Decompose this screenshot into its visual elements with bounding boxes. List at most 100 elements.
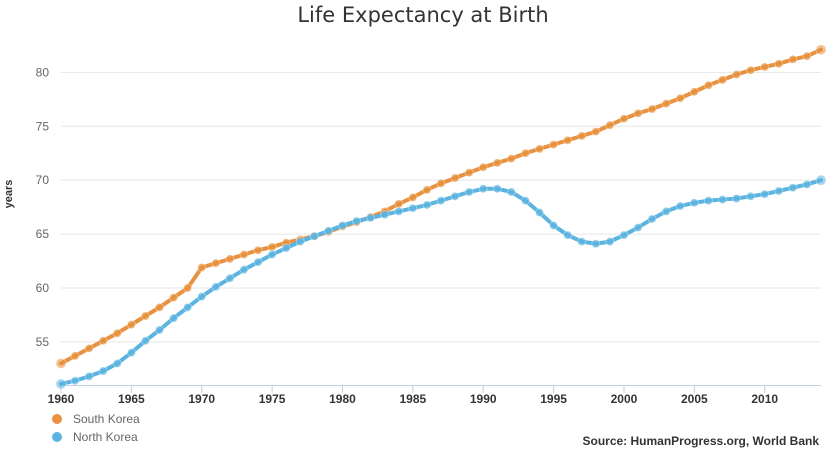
point-north-korea-1973[interactable] [239,265,249,275]
point-north-korea-1988[interactable] [450,191,460,201]
point-north-korea-2000[interactable] [619,230,629,240]
point-south-korea-1967[interactable] [155,302,165,312]
point-north-korea-1965[interactable] [126,348,136,358]
point-south-korea-1965[interactable] [126,320,136,330]
point-south-korea-2000[interactable] [619,114,629,124]
point-south-korea-1988[interactable] [450,173,460,183]
point-north-korea-1975[interactable] [267,250,277,260]
point-south-korea-2010[interactable] [760,62,770,72]
point-north-korea-1984[interactable] [394,206,404,216]
point-south-korea-1996[interactable] [563,135,573,145]
point-north-korea-1996[interactable] [563,230,573,240]
point-north-korea-1998[interactable] [591,239,601,249]
point-north-korea-1962[interactable] [84,371,94,381]
point-north-korea-2006[interactable] [703,196,713,206]
point-north-korea-1989[interactable] [464,187,474,197]
point-south-korea-2004[interactable] [675,93,685,103]
point-south-korea-1990[interactable] [478,162,488,172]
point-south-korea-1972[interactable] [225,254,235,264]
point-south-korea-1985[interactable] [408,192,418,202]
point-south-korea-1971[interactable] [211,258,221,268]
point-south-korea-1998[interactable] [591,127,601,137]
point-north-korea-1981[interactable] [352,216,362,226]
point-north-korea-1999[interactable] [605,237,615,247]
point-south-korea-1968[interactable] [169,293,179,303]
point-south-korea-1991[interactable] [492,158,502,168]
point-south-korea-1961[interactable] [70,351,80,361]
point-north-korea-1997[interactable] [577,237,587,247]
point-north-korea-2005[interactable] [689,198,699,208]
point-south-korea-1960[interactable] [55,357,67,369]
point-north-korea-1966[interactable] [140,336,150,346]
point-north-korea-1987[interactable] [436,196,446,206]
point-south-korea-1966[interactable] [140,311,150,321]
point-north-korea-1980[interactable] [337,220,347,230]
point-north-korea-1971[interactable] [211,282,221,292]
point-north-korea-1967[interactable] [155,325,165,335]
point-north-korea-1976[interactable] [281,243,291,253]
point-south-korea-1989[interactable] [464,168,474,178]
point-south-korea-1964[interactable] [112,328,122,338]
point-north-korea-2014[interactable] [815,174,827,186]
point-north-korea-2010[interactable] [760,189,770,199]
point-south-korea-2001[interactable] [633,108,643,118]
point-south-korea-2006[interactable] [703,80,713,90]
legend-item-south-korea[interactable]: South Korea [52,412,140,426]
point-south-korea-1997[interactable] [577,131,587,141]
point-north-korea-1968[interactable] [169,313,179,323]
point-north-korea-1986[interactable] [422,200,432,210]
point-south-korea-1974[interactable] [253,245,263,255]
point-north-korea-1970[interactable] [197,292,207,302]
point-north-korea-2009[interactable] [746,191,756,201]
point-south-korea-1984[interactable] [394,199,404,209]
point-north-korea-1972[interactable] [225,273,235,283]
point-north-korea-1991[interactable] [492,184,502,194]
point-north-korea-1990[interactable] [478,184,488,194]
point-north-korea-1995[interactable] [549,220,559,230]
point-south-korea-1986[interactable] [422,185,432,195]
point-south-korea-2012[interactable] [788,54,798,64]
point-south-korea-1993[interactable] [520,148,530,158]
point-south-korea-2007[interactable] [717,75,727,85]
point-south-korea-1969[interactable] [183,283,193,293]
point-north-korea-2008[interactable] [732,193,742,203]
point-south-korea-2014[interactable] [815,44,827,56]
point-south-korea-1994[interactable] [535,144,545,154]
point-south-korea-2013[interactable] [802,51,812,61]
point-south-korea-1987[interactable] [436,178,446,188]
point-south-korea-1970[interactable] [197,262,207,272]
point-north-korea-1977[interactable] [295,237,305,247]
point-north-korea-1985[interactable] [408,203,418,213]
point-north-korea-1992[interactable] [506,187,516,197]
point-north-korea-1969[interactable] [183,302,193,312]
point-south-korea-2003[interactable] [661,99,671,109]
point-south-korea-1963[interactable] [98,336,108,346]
point-south-korea-1962[interactable] [84,343,94,353]
point-south-korea-2002[interactable] [647,104,657,114]
point-north-korea-2001[interactable] [633,223,643,233]
point-south-korea-2008[interactable] [732,70,742,79]
point-north-korea-1963[interactable] [98,366,108,376]
point-north-korea-1974[interactable] [253,257,263,267]
legend-item-north-korea[interactable]: North Korea [52,430,138,444]
point-north-korea-2012[interactable] [788,183,798,193]
point-north-korea-1982[interactable] [366,213,376,223]
point-north-korea-2013[interactable] [802,179,812,189]
point-south-korea-2009[interactable] [746,65,756,75]
point-south-korea-1999[interactable] [605,120,615,130]
point-south-korea-1992[interactable] [506,154,516,164]
point-south-korea-2011[interactable] [774,59,784,69]
point-north-korea-2007[interactable] [717,195,727,205]
point-north-korea-1993[interactable] [520,196,530,206]
point-south-korea-1975[interactable] [267,242,277,252]
point-north-korea-2003[interactable] [661,206,671,216]
point-north-korea-1979[interactable] [323,226,333,236]
point-south-korea-2005[interactable] [689,87,699,97]
point-north-korea-1978[interactable] [309,231,319,241]
point-north-korea-1961[interactable] [70,376,80,386]
point-north-korea-2004[interactable] [675,201,685,211]
point-south-korea-1995[interactable] [549,140,559,150]
point-north-korea-1964[interactable] [112,358,122,368]
point-north-korea-2011[interactable] [774,186,784,196]
point-north-korea-2002[interactable] [647,214,657,224]
